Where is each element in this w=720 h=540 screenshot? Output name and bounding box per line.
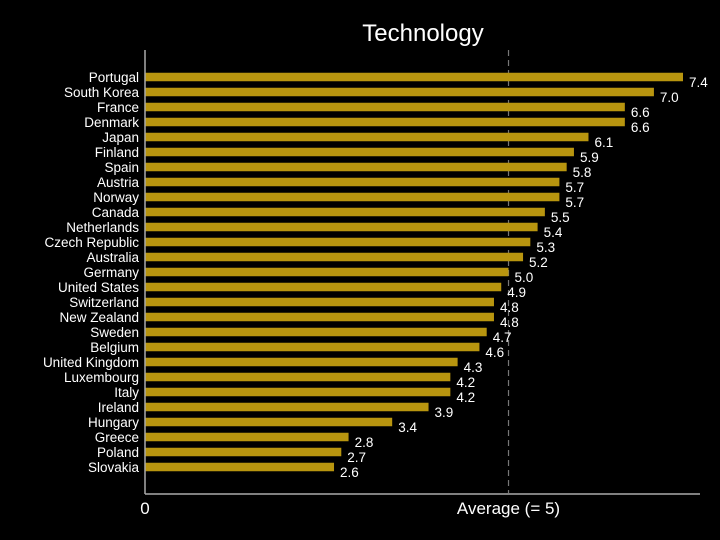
value-label: 7.4 [689,75,708,90]
value-label: 6.1 [594,135,613,150]
bar [145,102,625,112]
category-label: United Kingdom [43,355,139,370]
bar [145,237,531,247]
value-label: 4.8 [500,315,519,330]
value-label: 2.7 [347,450,366,465]
value-label: 4.7 [493,330,512,345]
bar [145,147,574,157]
value-label: 4.2 [456,390,475,405]
value-label: 4.9 [507,285,526,300]
value-label: 5.7 [565,180,584,195]
value-label: 2.6 [340,465,359,480]
category-label: Belgium [90,340,139,355]
bar [145,297,494,307]
bar [145,372,451,382]
bar [145,327,487,337]
category-label: Czech Republic [44,235,139,250]
category-label: Finland [95,145,139,160]
value-label: 3.9 [435,405,454,420]
bar [145,282,502,292]
category-label: Italy [114,385,139,400]
bar [145,87,654,97]
value-label: 5.4 [544,225,563,240]
category-label: Luxembourg [64,370,139,385]
category-label: Norway [93,190,139,205]
category-label: Poland [97,445,139,460]
category-label: New Zealand [59,310,139,325]
category-label: Switzerland [69,295,139,310]
category-label: Sweden [90,325,139,340]
bar [145,222,538,232]
category-label: South Korea [64,85,140,100]
category-label: Ireland [98,400,139,415]
bar [145,357,458,367]
category-label: Hungary [88,415,139,430]
bar [145,72,683,82]
category-label: Denmark [84,115,139,130]
value-label: 4.8 [500,300,519,315]
category-label: Slovakia [88,460,140,475]
category-label: Germany [83,265,139,280]
category-label: Canada [92,205,140,220]
category-label: Japan [102,130,139,145]
bar [145,417,393,427]
value-label: 5.9 [580,150,599,165]
value-label: 5.3 [536,240,555,255]
value-label: 4.6 [485,345,504,360]
value-label: 2.8 [355,435,374,450]
value-label: 4.2 [456,375,475,390]
bar [145,177,560,187]
category-label: Netherlands [66,220,139,235]
category-label: Australia [86,250,139,265]
bar [145,312,494,322]
bar [145,192,560,202]
chart-title: Technology [362,20,484,47]
value-label: 6.6 [631,105,650,120]
average-label: Average (= 5) [457,499,560,518]
category-label: Austria [97,175,140,190]
bar [145,432,349,442]
category-label: France [97,100,139,115]
bar [145,387,451,397]
value-label: 5.5 [551,210,570,225]
bar [145,342,480,352]
value-label: 5.0 [515,270,534,285]
value-label: 5.2 [529,255,548,270]
value-label: 3.4 [398,420,417,435]
category-label: Greece [95,430,139,445]
value-label: 5.8 [573,165,592,180]
bar [145,132,589,142]
bar [145,207,545,217]
bar [145,162,567,172]
bar [145,462,335,472]
value-label: 6.6 [631,120,650,135]
value-label: 5.7 [565,195,584,210]
bar [145,267,509,277]
x-axis-zero-label: 0 [140,499,149,518]
category-label: United States [58,280,139,295]
bar [145,447,342,457]
bar [145,117,625,127]
value-label: 4.3 [464,360,483,375]
bar [145,252,524,262]
value-label: 7.0 [660,90,679,105]
category-label: Spain [104,160,139,175]
bar [145,402,429,412]
category-label: Portugal [89,70,139,85]
